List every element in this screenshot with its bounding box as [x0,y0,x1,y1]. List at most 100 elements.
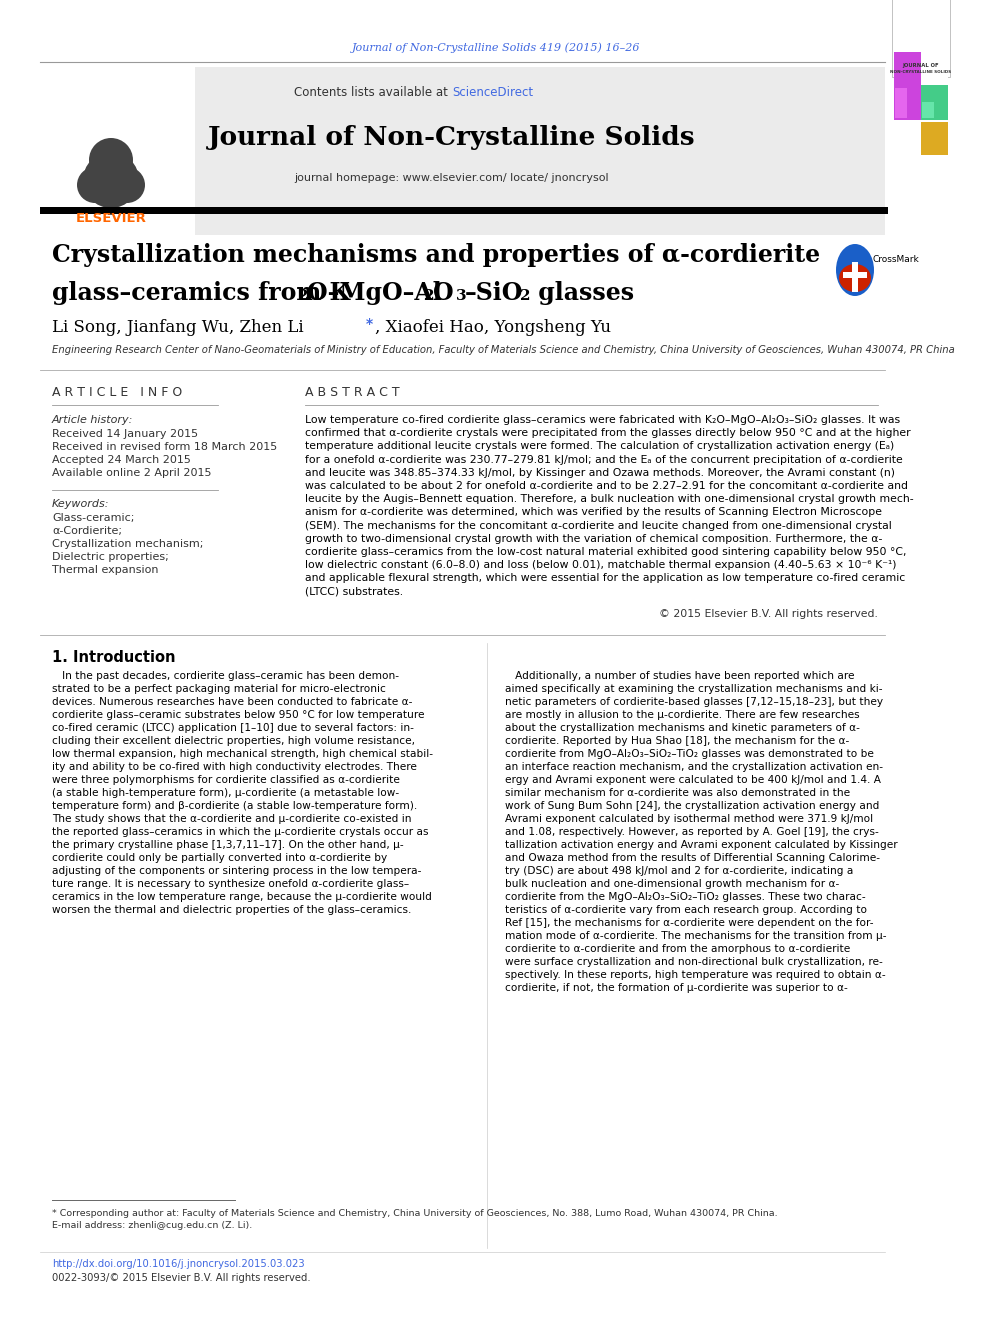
Text: was calculated to be about 2 for onefold α-cordierite and to be 2.27–2.91 for th: was calculated to be about 2 for onefold… [305,482,908,491]
Text: tallization activation energy and Avrami exponent calculated by Kissinger: tallization activation energy and Avrami… [505,840,898,849]
Text: cordierite glass–ceramic substrates below 950 °C for low temperature: cordierite glass–ceramic substrates belo… [52,710,425,720]
Text: JOURNAL OF: JOURNAL OF [903,62,939,67]
Text: O: O [433,280,453,306]
Text: * Corresponding author at: Faculty of Materials Science and Chemistry, China Uni: * Corresponding author at: Faculty of Ma… [52,1208,778,1217]
Bar [40,65,195,235]
Text: Crystallization mechanisms and properties of α-cordierite: Crystallization mechanisms and propertie… [52,243,820,267]
Text: Accepted 24 March 2015: Accepted 24 March 2015 [52,455,190,464]
Text: glasses: glasses [530,280,634,306]
Bar [894,44,948,82]
Text: were surface crystallization and non-directional bulk crystallization, re-: were surface crystallization and non-dir… [505,957,883,967]
Text: (SEM). The mechanisms for the concomitant α-cordierite and leucite changed from : (SEM). The mechanisms for the concomitan… [305,520,892,531]
Text: cordierite from the MgO–Al₂O₃–SiO₂–TiO₂ glasses. These two charac-: cordierite from the MgO–Al₂O₃–SiO₂–TiO₂ … [505,892,866,902]
Text: Keywords:: Keywords: [52,499,109,509]
Text: and leucite was 348.85–374.33 kJ/mol, by Kissinger and Ozawa methods. Moreover, : and leucite was 348.85–374.33 kJ/mol, by… [305,468,895,478]
Bar [894,52,921,120]
Text: low thermal expansion, high mechanical strength, high chemical stabil-: low thermal expansion, high mechanical s… [52,749,433,759]
Text: A R T I C L E   I N F O: A R T I C L E I N F O [52,385,183,398]
Text: Article history:: Article history: [52,415,133,425]
Text: aimed specifically at examining the crystallization mechanisms and ki-: aimed specifically at examining the crys… [505,684,883,695]
Text: cordierite glass–ceramics from the low-cost natural material exhibited good sint: cordierite glass–ceramics from the low-c… [305,546,907,557]
Bar [852,262,858,292]
Text: the reported glass–ceramics in which the μ-cordierite crystals occur as: the reported glass–ceramics in which the… [52,827,429,837]
Text: Received 14 January 2015: Received 14 January 2015 [52,429,198,439]
Text: Ref [15], the mechanisms for α-cordierite were dependent on the for-: Ref [15], the mechanisms for α-cordierit… [505,918,874,927]
Text: Li Song, Jianfang Wu, Zhen Li: Li Song, Jianfang Wu, Zhen Li [52,319,304,336]
Text: cordierite, if not, the formation of μ-cordierite was superior to α-: cordierite, if not, the formation of μ-c… [505,983,848,994]
Text: co-fired ceramic (LTCC) application [1–10] due to several factors: in-: co-fired ceramic (LTCC) application [1–1… [52,722,414,733]
Text: and 1.08, respectively. However, as reported by A. Goel [19], the crys-: and 1.08, respectively. However, as repo… [505,827,879,837]
Text: spectively. In these reports, high temperature was required to obtain α-: spectively. In these reports, high tempe… [505,970,886,980]
Text: similar mechanism for α-cordierite was also demonstrated in the: similar mechanism for α-cordierite was a… [505,789,850,798]
Text: ity and ability to be co-fired with high conductivity electrodes. There: ity and ability to be co-fired with high… [52,762,417,773]
Circle shape [77,167,113,202]
Bar [921,122,948,155]
Text: ture range. It is necessary to synthesize onefold α-cordierite glass–: ture range. It is necessary to synthesiz… [52,878,409,889]
Text: The study shows that the α-cordierite and μ-cordierite co-existed in: The study shows that the α-cordierite an… [52,814,412,824]
Text: ergy and Avrami exponent were calculated to be 400 kJ/mol and 1.4. A: ergy and Avrami exponent were calculated… [505,775,881,785]
Text: confirmed that α-cordierite crystals were precipitated from the glasses directly: confirmed that α-cordierite crystals wer… [305,429,911,438]
Text: an interface reaction mechanism, and the crystallization activation en-: an interface reaction mechanism, and the… [505,762,883,773]
Text: 1. Introduction: 1. Introduction [52,650,176,664]
Bar [843,273,867,278]
Text: Low temperature co-fired cordierite glass–ceramics were fabricated with K₂O–MgO–: Low temperature co-fired cordierite glas… [305,415,900,425]
Text: Thermal expansion: Thermal expansion [52,565,159,576]
Text: mation mode of α-cordierite. The mechanisms for the transition from μ-: mation mode of α-cordierite. The mechani… [505,931,887,941]
Text: ceramics in the low temperature range, because the μ-cordierite would: ceramics in the low temperature range, b… [52,892,432,902]
Text: 2: 2 [424,288,434,303]
Text: temperature form) and β-cordierite (a stable low-temperature form).: temperature form) and β-cordierite (a st… [52,800,418,811]
Text: 2: 2 [520,288,531,303]
Text: Journal of Non-Crystalline Solids 419 (2015) 16–26: Journal of Non-Crystalline Solids 419 (2… [352,42,640,53]
Bar [40,206,888,214]
Text: are mostly in allusion to the μ-cordierite. There are few researches: are mostly in allusion to the μ-cordieri… [505,710,860,720]
Bar [40,67,885,235]
Text: In the past decades, cordierite glass–ceramic has been demon-: In the past decades, cordierite glass–ce… [52,671,399,681]
Text: 0022-3093/© 2015 Elsevier B.V. All rights reserved.: 0022-3093/© 2015 Elsevier B.V. All right… [52,1273,310,1283]
Text: © 2015 Elsevier B.V. All rights reserved.: © 2015 Elsevier B.V. All rights reserved… [659,609,878,619]
Text: worsen the thermal and dielectric properties of the glass–ceramics.: worsen the thermal and dielectric proper… [52,905,412,916]
Ellipse shape [836,243,874,296]
Text: E-mail address: zhenli@cug.edu.cn (Z. Li).: E-mail address: zhenli@cug.edu.cn (Z. Li… [52,1221,252,1229]
Text: α-Cordierite;: α-Cordierite; [52,527,122,536]
Text: and applicable flexural strength, which were essential for the application as lo: and applicable flexural strength, which … [305,573,906,583]
Text: leucite by the Augis–Bennett equation. Therefore, a bulk nucleation with one-dim: leucite by the Augis–Bennett equation. T… [305,495,914,504]
Text: Engineering Research Center of Nano-Geomaterials of Ministry of Education, Facul: Engineering Research Center of Nano-Geom… [52,345,954,355]
Text: Journal of Non-Crystalline Solids: Journal of Non-Crystalline Solids [208,126,695,151]
Text: Crystallization mechanism;: Crystallization mechanism; [52,538,203,549]
Text: A B S T R A C T: A B S T R A C T [305,385,400,398]
Bar [108,191,114,216]
Bar [892,0,950,77]
Text: (LTCC) substrates.: (LTCC) substrates. [305,586,403,597]
Text: anism for α-cordierite was determined, which was verified by the results of Scan: anism for α-cordierite was determined, w… [305,508,882,517]
Bar [895,89,907,118]
Text: glass–ceramics from K: glass–ceramics from K [52,280,350,306]
Text: Contents lists available at: Contents lists available at [295,86,452,98]
Text: cordierite to α-cordierite and from the amorphous to α-cordierite: cordierite to α-cordierite and from the … [505,945,850,954]
Bar [922,102,934,118]
Text: temperature additional leucite crystals were formed. The calculation of crystall: temperature additional leucite crystals … [305,442,894,451]
Text: Avrami exponent calculated by isothermal method were 371.9 kJ/mol: Avrami exponent calculated by isothermal… [505,814,873,824]
Text: Received in revised form 18 March 2015: Received in revised form 18 March 2015 [52,442,277,452]
Text: cluding their excellent dielectric properties, high volume resistance,: cluding their excellent dielectric prope… [52,736,415,746]
Text: CrossMark: CrossMark [873,255,920,265]
Text: were three polymorphisms for cordierite classified as α-cordierite: were three polymorphisms for cordierite … [52,775,400,785]
Text: ELSEVIER: ELSEVIER [75,212,147,225]
Text: Dielectric properties;: Dielectric properties; [52,552,169,562]
Text: the primary crystalline phase [1,3,7,11–17]. On the other hand, μ-: the primary crystalline phase [1,3,7,11–… [52,840,404,849]
Circle shape [109,167,145,202]
Text: teristics of α-cordierite vary from each research group. According to: teristics of α-cordierite vary from each… [505,905,867,916]
Text: growth to two-dimensional crystal growth with the variation of chemical composit: growth to two-dimensional crystal growth… [305,533,882,544]
Text: Available online 2 April 2015: Available online 2 April 2015 [52,468,211,478]
Text: bulk nucleation and one-dimensional growth mechanism for α-: bulk nucleation and one-dimensional grow… [505,878,839,889]
Text: *: * [366,318,373,331]
Text: http://dx.doi.org/10.1016/j.jnoncrysol.2015.03.023: http://dx.doi.org/10.1016/j.jnoncrysol.2… [52,1259,305,1269]
Text: work of Sung Bum Sohn [24], the crystallization activation energy and: work of Sung Bum Sohn [24], the crystall… [505,800,879,811]
Text: try (DSC) are about 498 kJ/mol and 2 for α-cordierite, indicating a: try (DSC) are about 498 kJ/mol and 2 for… [505,867,853,876]
Text: O–MgO–Al: O–MgO–Al [307,280,441,306]
Text: cordierite. Reported by Hua Shao [18], the mechanism for the α-: cordierite. Reported by Hua Shao [18], t… [505,736,849,746]
Ellipse shape [839,265,871,292]
Text: devices. Numerous researches have been conducted to fabricate α-: devices. Numerous researches have been c… [52,697,413,706]
Circle shape [89,138,133,183]
Bar [921,85,948,120]
Text: cordierite could only be partially converted into α-cordierite by: cordierite could only be partially conve… [52,853,387,863]
